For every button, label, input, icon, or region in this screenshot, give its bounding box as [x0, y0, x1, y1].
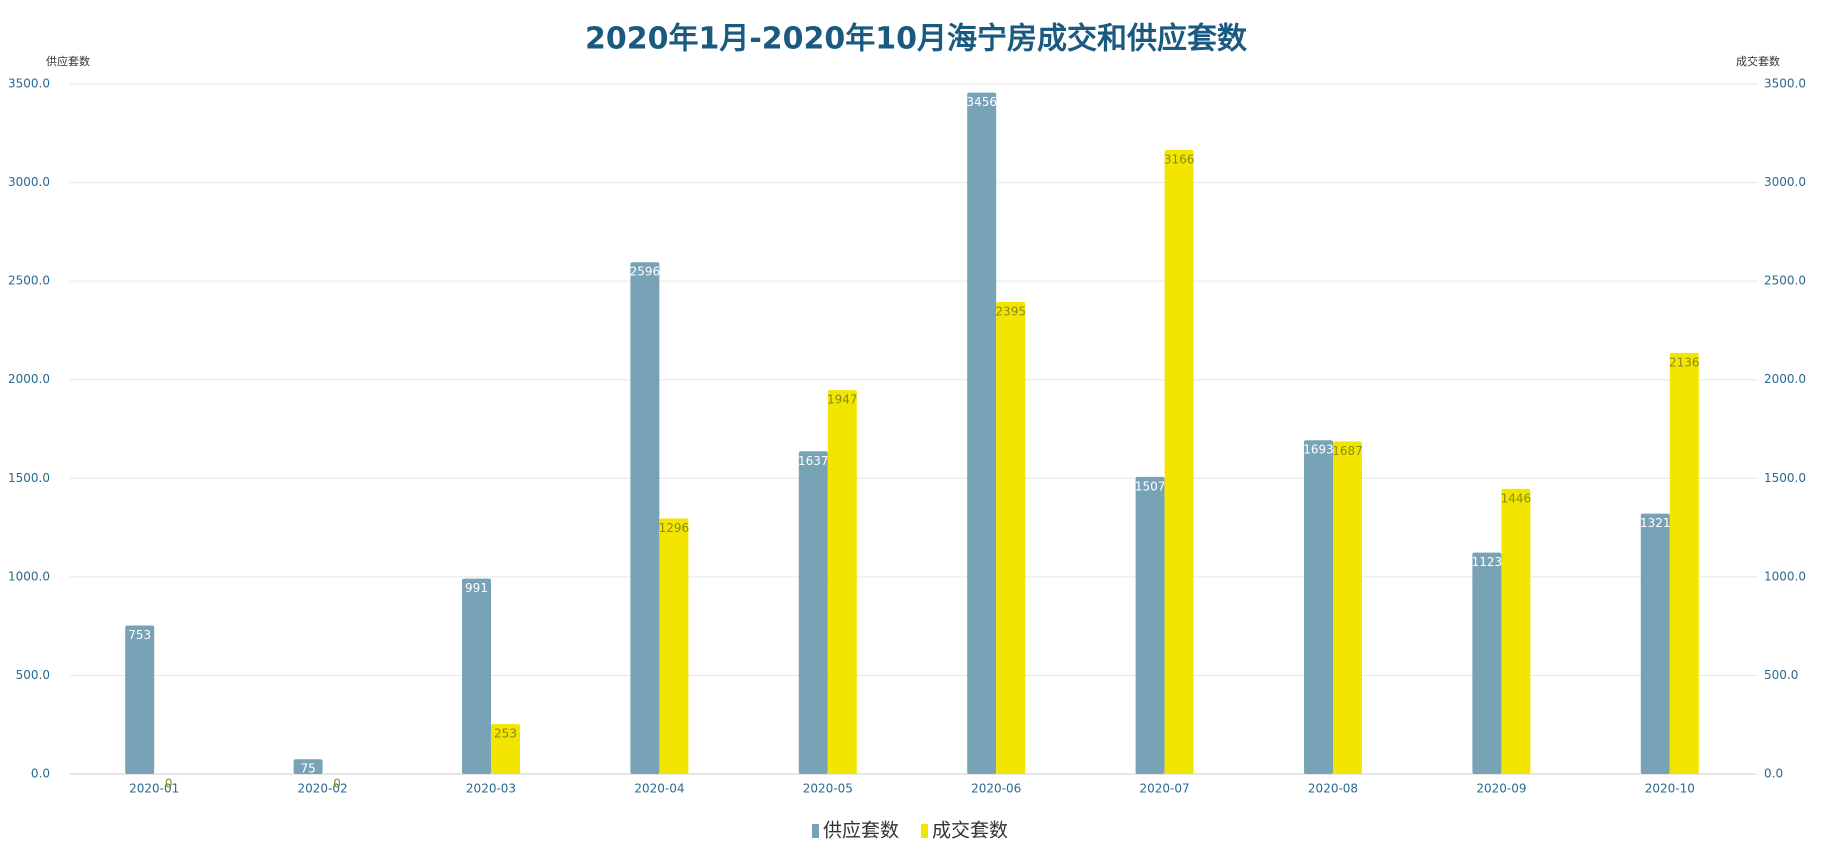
x-tick-label: 2020-05 — [803, 782, 853, 796]
y-tick-label: 3000.0 — [8, 175, 50, 189]
bar-value-label: 1446 — [1501, 491, 1532, 505]
bar — [996, 301, 1026, 774]
y2-tick-label: 2000.0 — [1764, 372, 1806, 386]
bar — [798, 451, 828, 774]
legend-label: 供应套数 — [823, 820, 899, 842]
bar — [1135, 476, 1165, 774]
bar-value-label: 1321 — [1640, 516, 1671, 530]
y-axis-title: 供应套数 — [46, 54, 90, 68]
bar-value-label: 1637 — [798, 454, 829, 468]
bar-value-label: 1947 — [827, 393, 858, 407]
x-tick-label: 2020-02 — [298, 782, 348, 796]
x-tick-label: 2020-04 — [634, 782, 684, 796]
bar-value-label: 0 — [165, 777, 173, 791]
legend-swatch — [921, 824, 929, 838]
bar-value-label: 3166 — [1164, 152, 1195, 166]
chart-title: 2020年1月-2020年10月海宁房成交和供应套数 — [585, 22, 1248, 57]
bar-value-label: 753 — [128, 628, 151, 642]
bar — [125, 625, 155, 774]
bar — [967, 92, 997, 774]
y-tick-label: 1000.0 — [8, 569, 50, 583]
y2-tick-label: 2500.0 — [1764, 274, 1806, 288]
y2-tick-label: 3500.0 — [1764, 77, 1806, 91]
x-tick-label: 2020-03 — [466, 782, 516, 796]
bar — [293, 759, 323, 774]
x-tick-label: 2020-10 — [1645, 782, 1695, 796]
bar — [1333, 441, 1362, 774]
bar — [491, 724, 520, 774]
y2-tick-label: 1500.0 — [1764, 471, 1806, 485]
bar — [1164, 149, 1194, 775]
legend-swatch — [812, 824, 819, 838]
y2-tick-label: 0.0 — [1764, 767, 1783, 781]
y2-tick-label: 3000.0 — [1764, 175, 1806, 189]
bar-value-label: 2136 — [1669, 355, 1700, 369]
y2-tick-label: 500.0 — [1764, 668, 1798, 682]
bar-value-label: 1687 — [1332, 444, 1363, 458]
bar — [827, 390, 857, 774]
y2-tick-label: 1000.0 — [1764, 569, 1806, 583]
x-tick-label: 2020-07 — [1140, 782, 1190, 796]
x-tick-label: 2020-06 — [971, 782, 1021, 796]
y-tick-label: 2000.0 — [8, 372, 50, 386]
x-tick-label: 2020-01 — [129, 782, 179, 796]
bar-value-label: 1296 — [659, 521, 690, 535]
y-tick-label: 2500.0 — [8, 274, 50, 288]
bar — [1304, 440, 1333, 774]
y-tick-label: 1500.0 — [8, 471, 50, 485]
bar — [462, 578, 491, 774]
legend-label: 成交套数 — [932, 820, 1008, 842]
y-tick-label: 3500.0 — [8, 77, 50, 91]
bar-value-label: 991 — [465, 581, 488, 595]
bar-value-label: 2596 — [630, 265, 661, 279]
bar-value-label: 3456 — [966, 95, 997, 109]
bar-value-label: 1123 — [1472, 555, 1503, 569]
bar-value-label: 253 — [494, 727, 517, 741]
bar — [1501, 488, 1531, 774]
x-tick-label: 2020-08 — [1308, 782, 1358, 796]
bar — [659, 518, 689, 774]
bar-value-label: 2395 — [995, 304, 1026, 318]
y-tick-label: 0.0 — [31, 767, 50, 781]
bar — [1669, 352, 1699, 774]
bar — [1472, 552, 1502, 774]
bar-value-label: 0 — [333, 777, 341, 791]
bar — [1640, 513, 1670, 774]
bar — [630, 262, 660, 774]
bar-value-label: 1507 — [1135, 479, 1166, 493]
x-tick-label: 2020-09 — [1476, 782, 1526, 796]
y-tick-label: 500.0 — [16, 668, 50, 682]
bar-value-label: 75 — [300, 762, 315, 776]
bar-value-label: 1693 — [1303, 443, 1334, 457]
y2-axis-title: 成交套数 — [1736, 54, 1780, 68]
